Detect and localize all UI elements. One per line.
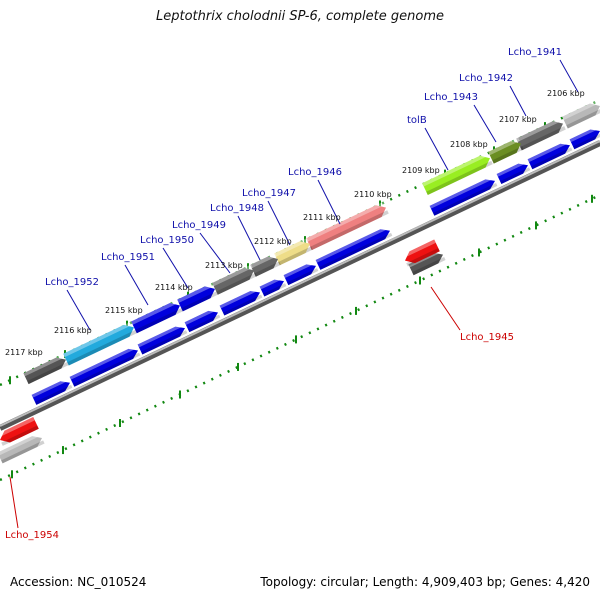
leader-line [509,85,527,117]
leader-line [473,104,497,143]
leader-line [124,264,149,306]
gene-arrow-lcho_1954 [0,417,39,446]
gene-label-lcho_1943: Lcho_1943 [424,92,478,103]
cds-arrow [496,160,531,184]
gene-arrow-lcho_1951 [131,299,183,334]
gene-label-lcho_1942: Lcho_1942 [459,73,513,84]
kbp-label: 2111 kbp [303,213,341,222]
gene-arrow-lcho_1945 [402,239,440,267]
gene-label-lcho_1949: Lcho_1949 [172,220,226,231]
map-title: Leptothrix cholodnii SP-6, complete geno… [156,9,444,24]
gene-arrow-lcho_1949 [212,264,257,295]
gene-arrow-lcho_1947 [274,237,313,266]
leader-line [66,289,91,331]
leader-line [424,127,449,171]
kbp-label: 2117 kbp [5,348,43,357]
gene-arrow-lcho_1946 [306,201,389,251]
gene-layer [0,100,600,464]
gene-label-lcho_1952: Lcho_1952 [45,277,99,288]
kbp-label-layer: 2106 kbp 2107 kbp 2108 kbp 2109 kbp 2110 kbp… [5,89,585,357]
cds-arrow [219,287,263,316]
kbp-label: 2108 kbp [450,140,488,149]
cds-arrow [315,225,393,270]
kbp-label: 2109 kbp [402,166,440,175]
gene-arrow-lcho_1942 [516,117,566,151]
genome-backbone [0,140,600,431]
kbp-label: 2114 kbp [155,283,193,292]
gene-label-tolb: tolB [407,115,427,126]
kbp-label: 2113 kbp [205,261,243,270]
accession-text: Accession: NC_010524 [10,575,147,589]
cds-arrow [569,126,600,150]
gene-label-layer: Lcho_1941 Lcho_1942 Lcho_1943 tolB Lcho_1945… [5,47,579,541]
kbp-label: 2106 kbp [547,89,585,98]
kbp-label: 2107 kbp [499,115,537,124]
kbp-label: 2116 kbp [54,326,92,335]
gene-label-lcho_1946: Lcho_1946 [288,167,342,178]
cds-arrow [31,377,73,405]
kbp-label: 2115 kbp [105,306,143,315]
gene-arrow-tolb [422,152,493,195]
cds-layer [31,126,600,405]
gene-label-lcho_1948: Lcho_1948 [210,203,264,214]
leader-line [162,247,189,289]
gene-label-lcho_1947: Lcho_1947 [242,188,296,199]
kbp-label: 2112 kbp [254,237,292,246]
gene-arrow-lcho_1950 [177,283,218,312]
gene-label-lcho_1951: Lcho_1951 [101,252,155,263]
leader-line [267,200,291,246]
leader-line [430,286,461,331]
gene-label-lcho_1950: Lcho_1950 [140,235,194,246]
cds-arrow [184,307,221,333]
kbp-label: 2110 kbp [354,190,392,199]
cds-arrow [137,323,188,355]
genome-summary-text: Topology: circular; Length: 4,909,403 bp… [260,575,590,589]
leader-line [199,232,231,274]
leader-line [317,179,341,225]
cds-arrow [69,345,141,387]
gene-arrow-lcho_1941 [562,100,600,129]
leader-line [237,215,261,261]
gene-label-lcho_1954: Lcho_1954 [5,530,59,541]
tick-track-reverse [0,193,600,482]
gene-arrow-lcho_1948 [250,253,281,277]
gene-label-lcho_1945: Lcho_1945 [460,332,514,343]
leader-line [559,59,579,93]
cds-arrow [527,140,573,170]
gene-arrow-lcho_1952 [63,321,137,366]
gene-arrow-context [0,432,45,464]
cds-arrow [283,260,319,286]
gene-label-lcho_1941: Lcho_1941 [508,47,562,58]
leader-line [9,476,19,529]
cds-arrow [259,276,287,297]
gene-arrow-context [23,354,69,385]
cds-arrow [429,175,498,216]
gene-arrow-lcho_1943 [488,137,524,164]
